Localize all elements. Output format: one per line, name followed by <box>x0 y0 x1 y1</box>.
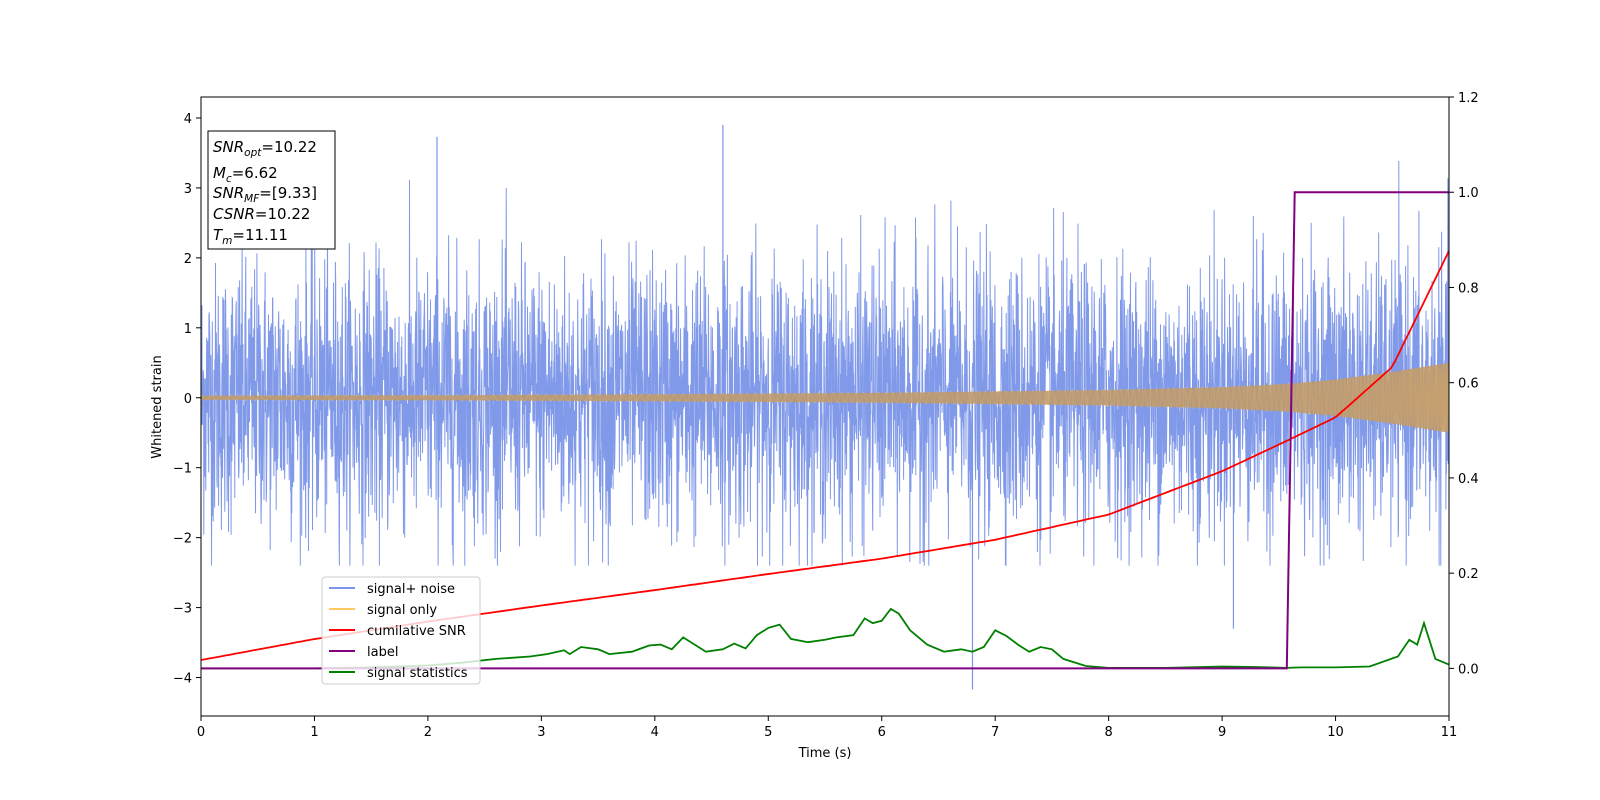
x-tick-label: 6 <box>878 725 886 740</box>
y-left-tick-label: 0 <box>184 392 192 407</box>
legend-label: cumilative SNR <box>367 624 466 639</box>
x-tick-label: 8 <box>1104 725 1112 740</box>
x-tick-label: 7 <box>991 725 999 740</box>
x-tick-label: 11 <box>1441 725 1458 740</box>
x-tick-label: 2 <box>424 725 432 740</box>
y-left-tick-label: 1 <box>184 322 192 337</box>
legend-frame <box>321 576 481 685</box>
x-tick-label: 5 <box>764 725 772 740</box>
y-left-tick-label: 3 <box>184 182 192 197</box>
y-left-tick-label: 4 <box>184 112 192 127</box>
y-right-tick-label: 1.2 <box>1458 91 1479 106</box>
series-signal-noise-line <box>201 160 1449 566</box>
annotation-line: Tm=11.11 <box>213 226 288 247</box>
x-tick-label: 4 <box>651 725 659 740</box>
x-axis-label: Time (s) <box>798 746 852 761</box>
y-right-tick-label: 1.0 <box>1458 186 1479 201</box>
annotation-line: Mc=6.62 <box>213 164 278 185</box>
x-tick-label: 10 <box>1327 725 1344 740</box>
y-right-tick-label: 0.4 <box>1458 472 1479 487</box>
x-tick-label: 0 <box>197 725 205 740</box>
y-axis-label: Whitened strain <box>150 355 165 458</box>
signal-only-envelope <box>201 362 1449 433</box>
y-left-tick-label: 2 <box>184 252 192 267</box>
y-right-tick-label: 0.6 <box>1458 377 1479 392</box>
legend: signal+ noise signal only cumilative SNR la… <box>321 576 481 685</box>
y-right-tick-label: 0.0 <box>1458 662 1479 677</box>
legend-label: label <box>367 645 398 660</box>
x-tick-label: 9 <box>1218 725 1226 740</box>
annotation-line: SNRMF=[9.33] <box>213 184 317 205</box>
legend-label: signal+ noise <box>367 582 455 597</box>
y-right-tick-label: 0.2 <box>1458 567 1479 582</box>
annotation-line: CSNR=10.22 <box>213 205 310 223</box>
metrics-annotation-box: SNRopt=10.22 Mc=6.62SNRMF=[9.33]CSNR=10.2… <box>207 130 336 250</box>
legend-label: signal only <box>367 603 437 618</box>
y-left-tick-label: −2 <box>173 532 192 547</box>
series-signal-statistics-line <box>201 607 1449 670</box>
legend-label: signal statistics <box>367 666 468 681</box>
annotation-frame <box>207 130 336 250</box>
annotation-line: SNRopt=10.22 <box>213 138 317 159</box>
y-right-tick-label: 0.8 <box>1458 281 1479 296</box>
y-left-tick-label: −1 <box>173 462 192 477</box>
series-label-line <box>201 191 1449 670</box>
plot-frame <box>200 96 1450 717</box>
y-left-tick-label: −4 <box>173 672 192 687</box>
axes: 0 1 2 3 4 5 6 7 8 9 10 11 −4 −3 −2 −1 0 1 2 3 4 0.0 0.2 0.4 0.6 0… <box>173 91 1479 740</box>
y-left-tick-label: −3 <box>173 602 192 617</box>
x-tick-label: 1 <box>310 725 318 740</box>
x-tick-label: 3 <box>537 725 545 740</box>
